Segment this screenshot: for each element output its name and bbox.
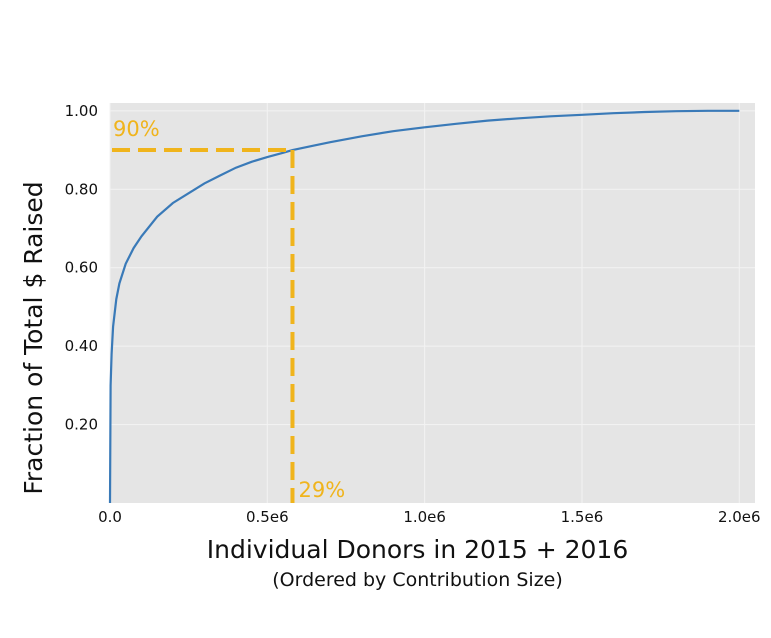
- x-axis-title: Individual Donors in 2015 + 2016: [207, 535, 628, 564]
- y-axis-title: Fraction of Total $ Raised: [19, 181, 48, 494]
- tick-labels: 0.20 0.40 0.60 0.80 1.00 0.0 0.5e6 1.0e6 1.5e6 2.…: [65, 102, 761, 526]
- y-tick-label: 0.60: [65, 259, 98, 277]
- series-line: [108, 109, 740, 504]
- annotation-90-percent: 90%: [113, 117, 160, 141]
- grid: [109, 103, 755, 503]
- x-tick-label: 1.0e6: [403, 508, 446, 526]
- plot-background: [110, 103, 755, 503]
- x-tick-label: 0.5e6: [246, 508, 289, 526]
- y-tick-label: 0.40: [65, 337, 98, 355]
- y-tick-label: 0.20: [65, 416, 98, 434]
- y-tick-label: 1.00: [65, 102, 98, 120]
- x-axis-subtitle: (Ordered by Contribution Size): [272, 569, 563, 591]
- x-tick-label: 1.5e6: [561, 508, 604, 526]
- x-tick-label: 2.0e6: [718, 508, 761, 526]
- annotation-29-percent: 29%: [298, 478, 345, 502]
- y-tick-label: 0.80: [65, 180, 98, 198]
- x-tick-label: 0.0: [98, 508, 122, 526]
